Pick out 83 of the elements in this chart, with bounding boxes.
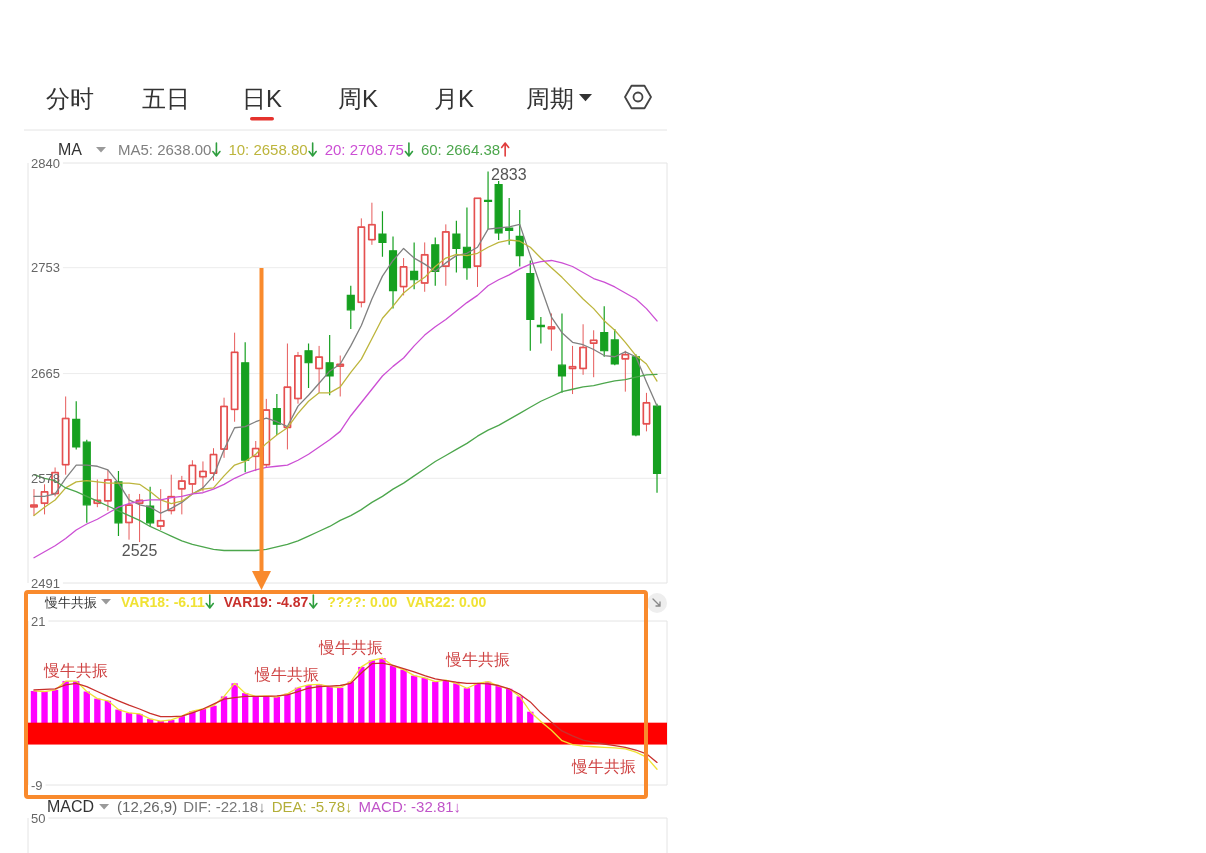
line-series xyxy=(33,259,658,559)
text: MACD: -32.81↓ xyxy=(358,798,462,815)
text: VAR18: -6.11 xyxy=(121,594,205,610)
candlestick xyxy=(579,323,588,376)
candlestick xyxy=(621,350,630,393)
y-tick-label: 2491 xyxy=(31,575,60,591)
candlestick xyxy=(72,400,81,451)
candlestick xyxy=(452,220,461,274)
candlestick xyxy=(652,403,662,494)
y-tick-label: 2665 xyxy=(31,366,60,382)
text: 20: 2708.75 xyxy=(324,141,404,158)
text: 10: 2658.80 xyxy=(228,141,308,158)
candlestick xyxy=(399,257,408,296)
candlestick xyxy=(589,329,598,378)
candlestick xyxy=(367,202,376,246)
candlestick xyxy=(294,351,302,405)
text: DEA: -5.78↓ xyxy=(271,798,353,815)
y-tick-label: 2840 xyxy=(31,155,60,171)
candlestick xyxy=(188,459,197,495)
text: MACD xyxy=(47,798,95,815)
text: MA5: 2638.00 xyxy=(118,141,212,158)
y-tick-label: 21 xyxy=(31,613,46,629)
candlestick xyxy=(642,392,651,432)
text: (12,26,9) xyxy=(117,798,178,815)
candlestick xyxy=(61,396,70,476)
annotation: 慢牛共振 xyxy=(254,666,320,684)
candlestick xyxy=(272,393,281,436)
candlestick xyxy=(536,316,545,345)
candlestick xyxy=(631,353,640,437)
candlestick xyxy=(199,461,207,492)
candlestick xyxy=(325,334,334,396)
annotation: 慢牛共振 xyxy=(571,757,637,775)
text: 周K xyxy=(337,85,379,112)
candlestick xyxy=(483,170,493,230)
candlestick xyxy=(600,305,609,358)
legend-title: MA xyxy=(58,141,83,158)
candlestick xyxy=(410,241,419,290)
candlestick xyxy=(357,217,366,308)
candlestick xyxy=(304,342,313,389)
text: VAR22: 0.00 xyxy=(406,594,487,610)
candlestick xyxy=(505,197,514,246)
candlestick xyxy=(220,397,228,459)
candlestick xyxy=(462,206,472,281)
candlestick xyxy=(125,493,133,541)
y-tick-label: 2753 xyxy=(31,260,60,276)
candlestick xyxy=(557,312,567,394)
candlestick xyxy=(515,209,524,268)
candlestick xyxy=(241,341,250,473)
candlestick xyxy=(568,345,577,395)
candlestick xyxy=(103,469,112,512)
candlestick xyxy=(547,312,556,352)
candlestick xyxy=(30,488,38,517)
candlestick xyxy=(494,180,503,241)
annotation: 2833 xyxy=(491,165,527,183)
annotation: 慢牛共振 xyxy=(317,638,383,656)
candlestick xyxy=(156,488,165,531)
candlestick xyxy=(526,259,535,352)
candlestick xyxy=(146,486,155,528)
text: ????: 0.00 xyxy=(327,594,398,610)
candlestick xyxy=(82,439,91,524)
text: 五日 xyxy=(142,85,190,112)
candlestick xyxy=(378,210,387,258)
candlestick xyxy=(388,235,398,310)
annotation: 慢牛共振 xyxy=(43,661,109,679)
text: 50 xyxy=(31,810,46,826)
candlestick xyxy=(315,345,324,394)
text: 分时 xyxy=(46,85,94,112)
candlestick xyxy=(610,328,619,366)
candlestick xyxy=(209,447,218,482)
text: 月K xyxy=(433,85,475,112)
y-tick-label: -9 xyxy=(31,777,43,793)
text: DIF: -22.18↓ xyxy=(183,798,266,815)
candlestick xyxy=(177,475,186,515)
annotation: 2525 xyxy=(121,542,158,560)
candlestick xyxy=(230,332,239,423)
candlestick xyxy=(473,197,482,288)
text: 周期 xyxy=(526,85,574,112)
chart-title: 慢牛共振 xyxy=(44,595,97,610)
text: 日K xyxy=(241,85,283,112)
text: 60: 2664.38 xyxy=(420,141,501,158)
text: VAR19: -4.87 xyxy=(223,594,309,610)
candlestick xyxy=(346,285,355,330)
annotation: 慢牛共振 xyxy=(444,651,510,669)
